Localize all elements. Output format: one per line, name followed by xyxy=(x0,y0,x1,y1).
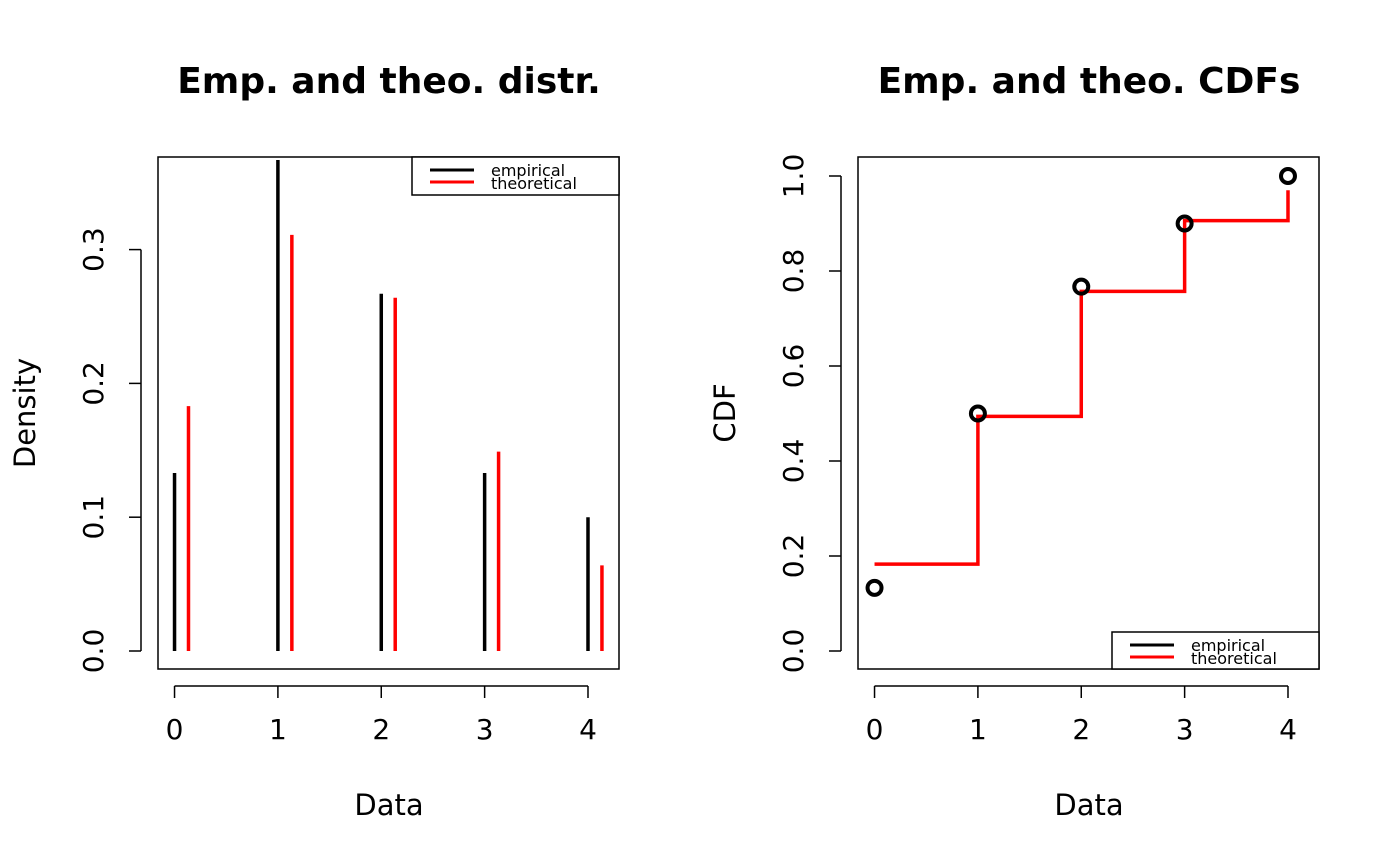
plot-frame xyxy=(157,156,620,670)
y-tick-label: 0.0 xyxy=(777,629,810,674)
x-tick-label: 1 xyxy=(969,713,987,746)
y-tick-label: 0.2 xyxy=(777,534,810,579)
x-tick-label: 1 xyxy=(269,713,287,746)
y-tick-label: 1.0 xyxy=(777,154,810,199)
x-axis: 0 1 2 3 4 xyxy=(166,685,597,746)
empirical-cdf-point xyxy=(1278,167,1297,185)
density-panel: Emp. and theo. distr. 0 1 2 3 4 0.0 0.1 0.2 0.3… xyxy=(8,61,620,822)
y-axis-label: CDF xyxy=(708,383,742,442)
x-tick-label: 4 xyxy=(579,713,597,746)
y-tick-label: 0.1 xyxy=(77,495,110,540)
y-tick-label: 0.8 xyxy=(777,249,810,294)
empirical-cdf-point xyxy=(865,578,884,597)
legend-box xyxy=(1111,631,1320,670)
legend-label-theoretical: theoretical xyxy=(1191,649,1277,668)
legend-label-empirical: empirical xyxy=(1191,636,1265,655)
legend-label-theoretical: theoretical xyxy=(491,174,577,193)
y-tick-label: 0.4 xyxy=(777,439,810,484)
legend-box xyxy=(411,156,620,196)
y-axis: 0.0 0.2 0.4 0.6 0.8 1.0 xyxy=(777,154,842,674)
y-tick-label: 0.6 xyxy=(777,344,810,389)
x-tick-label: 4 xyxy=(1279,713,1297,746)
x-tick-label: 2 xyxy=(1072,713,1090,746)
chart-title: Emp. and theo. distr. xyxy=(177,61,601,102)
x-axis-label: Data xyxy=(354,788,423,822)
plot-frame xyxy=(857,156,1320,670)
legend: empirical theoretical xyxy=(1111,631,1320,670)
empirical-cdf-point xyxy=(1072,277,1091,296)
x-axis-label: Data xyxy=(1054,788,1123,822)
plot-marks xyxy=(865,167,1297,597)
x-tick-label: 2 xyxy=(372,713,390,746)
y-tick-label: 0.2 xyxy=(77,361,110,406)
y-tick-label: 0.3 xyxy=(77,227,110,272)
theoretical-cdf-step xyxy=(874,190,1290,566)
chart-title: Emp. and theo. CDFs xyxy=(878,61,1301,102)
x-tick-label: 3 xyxy=(1176,713,1194,746)
plot-marks xyxy=(172,159,604,651)
x-tick-label: 0 xyxy=(866,713,884,746)
legend-label-empirical: empirical xyxy=(491,161,565,180)
empirical-cdf-point xyxy=(968,404,987,423)
x-tick-label: 3 xyxy=(476,713,494,746)
x-axis: 0 1 2 3 4 xyxy=(866,685,1297,746)
y-axis: 0.0 0.1 0.2 0.3 xyxy=(77,227,142,674)
legend: empirical theoretical xyxy=(411,156,620,196)
empirical-cdf-point xyxy=(1175,214,1194,233)
y-tick-label: 0.0 xyxy=(77,629,110,674)
y-axis-label: Density xyxy=(8,358,42,468)
x-tick-label: 0 xyxy=(166,713,184,746)
